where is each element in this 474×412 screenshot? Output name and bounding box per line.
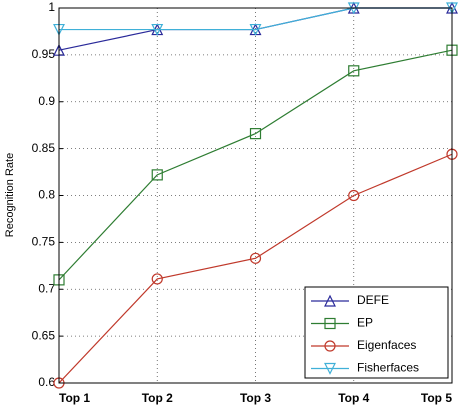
legend-label: EP xyxy=(357,316,373,330)
y-tick-label: 0.75 xyxy=(32,235,56,249)
legend-marker xyxy=(324,362,336,375)
x-tick-label: Top 1 xyxy=(59,391,90,405)
y-tick-label: 0.95 xyxy=(32,47,56,61)
data-point xyxy=(151,273,163,285)
y-tick-label: 0.6 xyxy=(38,375,55,389)
data-point xyxy=(348,189,360,202)
legend-marker xyxy=(324,294,336,307)
data-point xyxy=(151,169,163,181)
data-point xyxy=(249,23,262,36)
legend-label: DEFE xyxy=(357,293,389,307)
legend-marker xyxy=(324,317,336,330)
y-tick-label: 0.65 xyxy=(32,328,56,342)
legend-marker xyxy=(324,340,336,352)
data-point xyxy=(249,128,262,140)
y-axis-label: Recognition Rate xyxy=(4,153,16,237)
y-tick-label: 0.9 xyxy=(38,94,55,108)
data-point xyxy=(151,23,164,36)
x-tick-label: Top 5 xyxy=(421,391,452,405)
plot-frame xyxy=(58,7,453,384)
series-line xyxy=(58,49,453,281)
legend-label: Eigenfaces xyxy=(357,338,416,352)
legend-label: Fisherfaces xyxy=(357,361,419,375)
legend-box xyxy=(304,286,449,379)
y-tick-label: 0.7 xyxy=(38,281,55,295)
x-tick-label: Top 4 xyxy=(338,391,369,405)
series-line xyxy=(58,153,453,384)
data-point xyxy=(249,252,262,264)
x-tick-label: Top 3 xyxy=(240,391,271,405)
y-tick-label: 0.85 xyxy=(32,141,56,155)
x-tick-label: Top 2 xyxy=(142,391,173,405)
y-tick-label: 0.8 xyxy=(38,188,55,202)
y-tick-label: 1 xyxy=(48,0,55,14)
data-point xyxy=(348,65,360,77)
